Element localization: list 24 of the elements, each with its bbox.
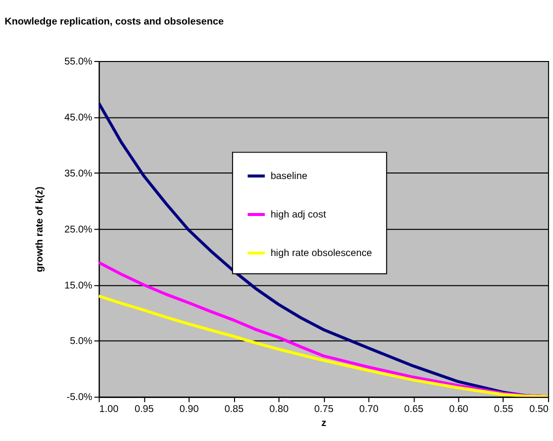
x-tick-label: 0.90 <box>180 404 200 416</box>
x-tick-label: 0.75 <box>314 404 334 416</box>
x-tick-label: 0.65 <box>404 404 424 416</box>
legend-label: high rate obsolescence <box>270 248 372 260</box>
y-tick-label: 25.0% <box>64 224 93 236</box>
y-tick-label: 55.0% <box>64 56 93 68</box>
x-tick-label: 0.85 <box>224 404 244 416</box>
x-tick-label: 0.80 <box>269 404 290 416</box>
x-tick-label: 0.70 <box>359 404 379 416</box>
y-tick-label: -5.0% <box>66 392 93 404</box>
x-tick-label: 0.55 <box>494 404 514 416</box>
y-axis-title: growth rate of k(z) <box>34 186 46 272</box>
x-tick-label: 0.95 <box>134 404 154 416</box>
legend-label: baseline <box>270 170 308 182</box>
x-tick-label: 1.00 <box>99 404 119 416</box>
y-tick-label: 15.0% <box>64 280 93 292</box>
x-tick-label: 0.50 <box>529 404 550 416</box>
y-tick-label: 5.0% <box>70 336 93 348</box>
y-tick-label: 45.0% <box>64 112 93 124</box>
y-tick-label: 35.0% <box>64 168 93 180</box>
x-tick-label: 0.60 <box>449 404 469 416</box>
x-axis-title: z <box>321 418 326 429</box>
chart-title: Knowledge replication, costs and obsolesence <box>4 16 224 28</box>
legend-label: high adj cost <box>270 209 326 220</box>
